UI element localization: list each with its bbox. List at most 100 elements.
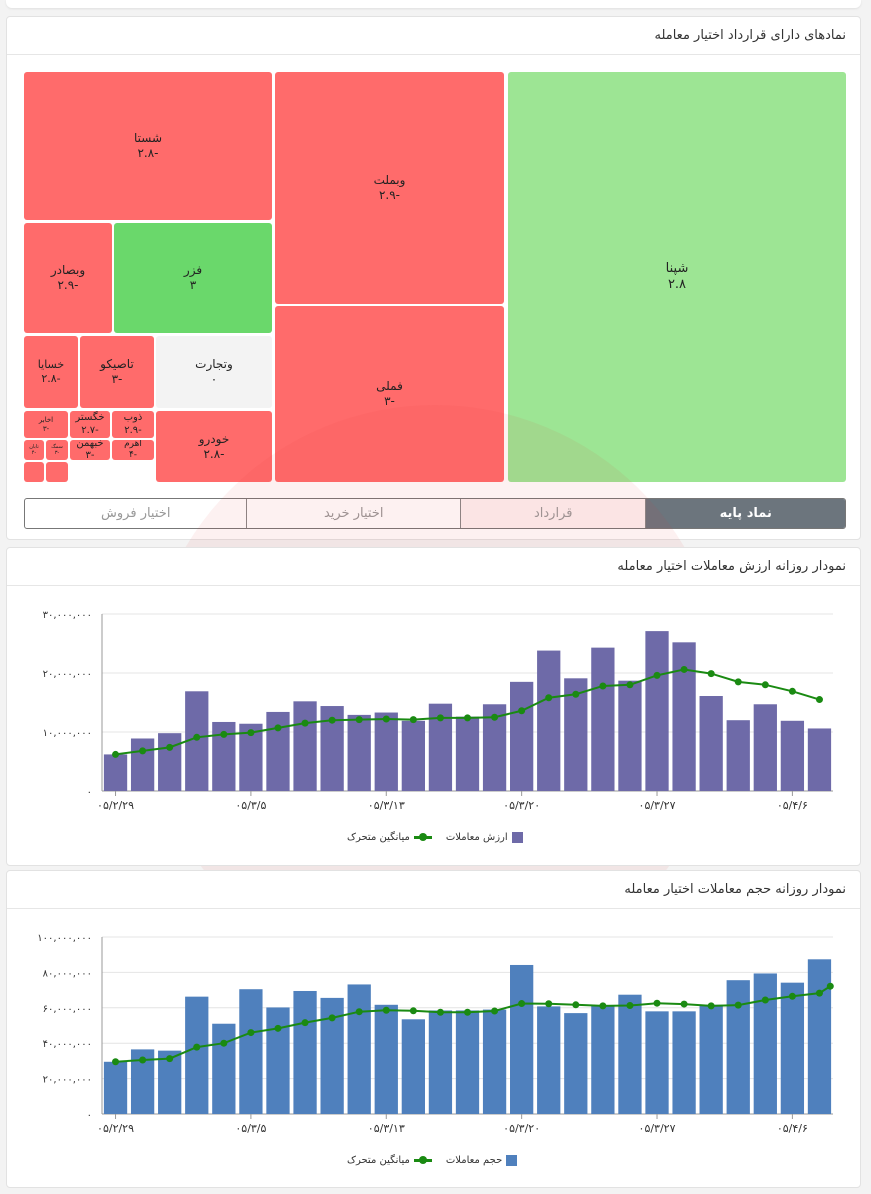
bar[interactable] [130, 738, 155, 791]
treemap-tile[interactable] [46, 462, 68, 482]
treemap-tile[interactable]: اخابر ۳- [24, 411, 68, 438]
treemap-tile[interactable]: فزر ۳ [114, 223, 272, 333]
bar[interactable] [618, 680, 642, 791]
moving-average-point[interactable] [247, 1029, 255, 1037]
moving-average-point[interactable] [112, 750, 120, 758]
moving-average-point[interactable] [599, 1002, 607, 1010]
treemap-tile[interactable]: شستا ۲.۸- [24, 72, 272, 220]
moving-average-point[interactable] [653, 671, 661, 679]
treemap-tile[interactable]: ذوب ۲.۹- [112, 411, 154, 438]
bar[interactable] [239, 989, 263, 1114]
bar[interactable] [455, 716, 480, 791]
bar[interactable] [428, 703, 453, 791]
bar[interactable] [672, 642, 696, 791]
tab-contract[interactable]: قرارداد [459, 499, 646, 528]
treemap-tile[interactable]: خبهمن ۳- [70, 440, 110, 460]
moving-average-point[interactable] [653, 999, 661, 1007]
moving-average-point[interactable] [436, 1008, 444, 1016]
bar[interactable] [807, 728, 832, 791]
bar[interactable] [374, 1004, 398, 1114]
bar[interactable] [780, 982, 805, 1114]
moving-average-point[interactable] [761, 996, 769, 1004]
bar[interactable] [158, 733, 182, 791]
moving-average-point[interactable] [707, 1002, 715, 1010]
treemap-tile[interactable]: اهرم ۴- [112, 440, 154, 460]
moving-average-point[interactable] [464, 1008, 471, 1016]
bar[interactable] [239, 723, 263, 791]
moving-average-point[interactable] [572, 690, 580, 698]
bar[interactable] [320, 997, 344, 1114]
bar[interactable] [347, 714, 371, 791]
treemap-tile[interactable]: شپنا ۲.۸ [508, 72, 846, 482]
bar[interactable] [293, 990, 317, 1114]
bar[interactable] [537, 650, 561, 791]
legend-item-bars[interactable]: حجم معاملات [446, 1155, 518, 1166]
bar[interactable] [618, 994, 642, 1114]
tab-put-option[interactable]: اختیار فروش [101, 506, 171, 521]
moving-average-point[interactable] [491, 1007, 499, 1015]
treemap-tile[interactable]: سمگ ۳- [46, 440, 68, 460]
treemap-tile[interactable]: تاصیکو ۳- [80, 336, 154, 408]
moving-average-point[interactable] [193, 1043, 201, 1051]
bar[interactable] [726, 720, 750, 791]
bar[interactable] [266, 711, 290, 791]
bar[interactable] [645, 1011, 669, 1114]
moving-average-point[interactable] [826, 982, 834, 990]
moving-average-point[interactable] [274, 724, 282, 732]
bar[interactable] [780, 720, 805, 791]
moving-average-point[interactable] [112, 1058, 120, 1066]
moving-average-point[interactable] [572, 1001, 580, 1009]
moving-average-point[interactable] [220, 730, 228, 738]
bar[interactable] [564, 678, 588, 791]
legend-item-bars[interactable]: ارزش معاملات [446, 832, 523, 843]
treemap-tile[interactable]: خگستر ۲.۷- [70, 411, 110, 438]
bar[interactable] [753, 704, 777, 791]
treemap-tile[interactable]: فملی ۳- [275, 306, 504, 482]
moving-average-point[interactable] [518, 707, 526, 715]
moving-average-point[interactable] [409, 716, 417, 724]
moving-average-point[interactable] [139, 1056, 147, 1064]
treemap-tile[interactable]: خسایا ۲.۸- [24, 336, 78, 408]
moving-average-point[interactable] [599, 682, 607, 690]
treemap-tile[interactable]: وبملت ۲.۹- [275, 72, 504, 304]
bar[interactable] [482, 1009, 507, 1114]
moving-average-point[interactable] [788, 687, 796, 695]
bar[interactable] [645, 631, 669, 791]
bar[interactable] [537, 1006, 561, 1114]
legend-item-moving-average[interactable]: میانگین متحرک [347, 832, 432, 843]
moving-average-point[interactable] [707, 670, 715, 678]
moving-average-point[interactable] [274, 1024, 282, 1032]
bar[interactable] [672, 1011, 696, 1114]
moving-average-point[interactable] [409, 1007, 417, 1015]
moving-average-point[interactable] [166, 743, 174, 751]
bar[interactable] [293, 701, 317, 791]
bar[interactable] [564, 1013, 588, 1114]
bar[interactable] [699, 1004, 723, 1114]
bar[interactable] [591, 647, 615, 791]
bar[interactable] [699, 696, 723, 791]
moving-average-point[interactable] [193, 733, 201, 741]
bar[interactable] [320, 706, 344, 791]
moving-average-point[interactable] [166, 1055, 174, 1063]
moving-average-point[interactable] [328, 1014, 336, 1022]
moving-average-point[interactable] [518, 1000, 526, 1008]
moving-average-point[interactable] [734, 678, 742, 686]
bar[interactable] [103, 1061, 128, 1114]
moving-average-point[interactable] [815, 989, 823, 997]
moving-average-point[interactable] [301, 1019, 309, 1027]
bar[interactable] [374, 712, 398, 791]
moving-average-point[interactable] [139, 747, 147, 755]
bar[interactable] [482, 704, 507, 791]
bar[interactable] [212, 1023, 236, 1114]
moving-average-point[interactable] [734, 1001, 742, 1009]
bar[interactable] [510, 681, 534, 791]
moving-average-point[interactable] [328, 716, 336, 724]
moving-average-point[interactable] [626, 681, 634, 689]
bar[interactable] [185, 691, 209, 791]
moving-average-point[interactable] [545, 1000, 553, 1008]
moving-average-point[interactable] [545, 694, 553, 702]
bar[interactable] [158, 1050, 182, 1114]
bar[interactable] [726, 980, 750, 1114]
bar[interactable] [428, 1010, 453, 1114]
bar[interactable] [753, 973, 777, 1114]
